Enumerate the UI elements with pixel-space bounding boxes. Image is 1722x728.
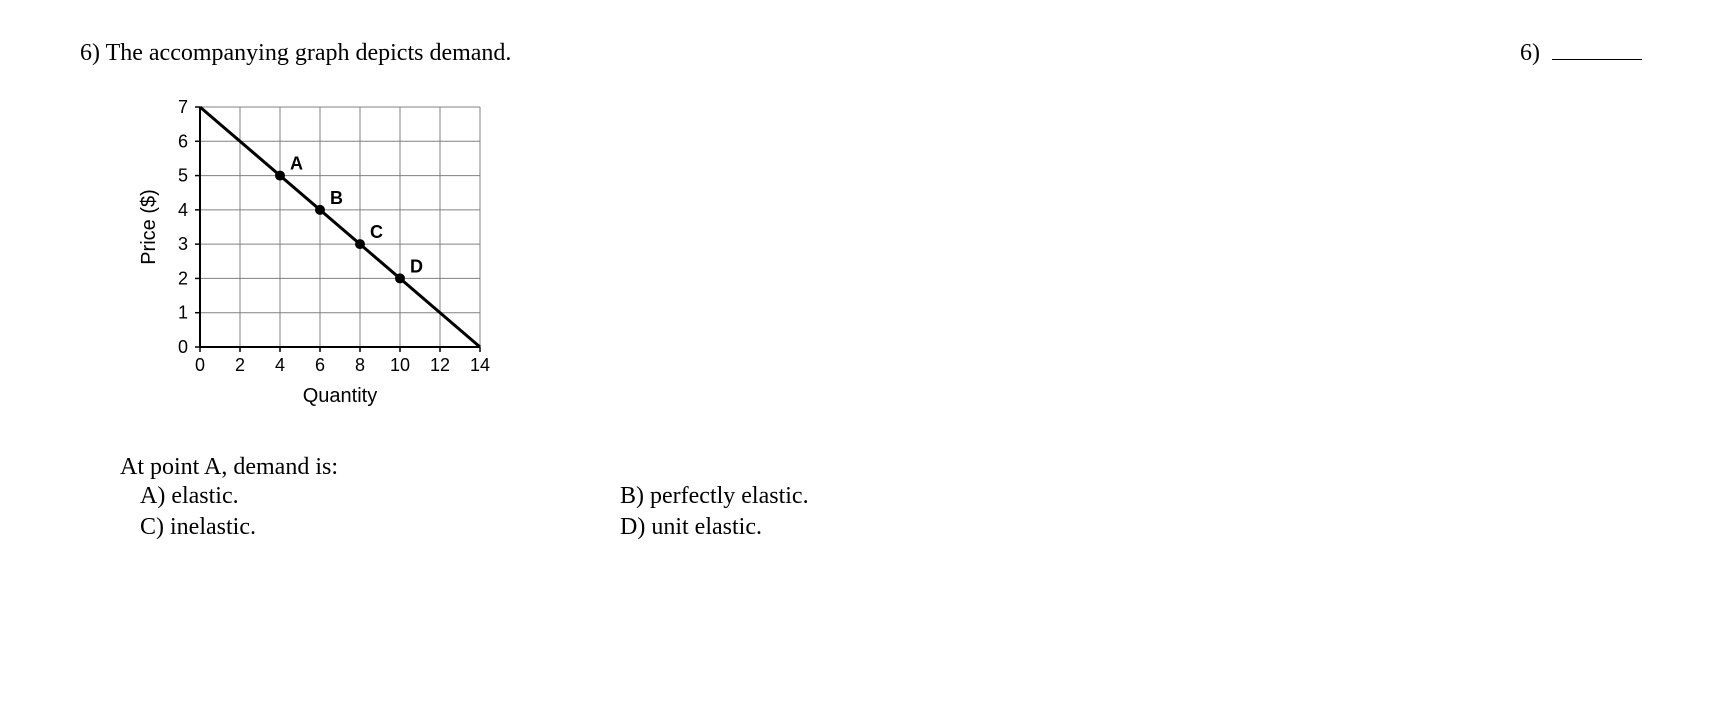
svg-text:0: 0	[195, 355, 205, 375]
svg-text:7: 7	[178, 97, 188, 117]
svg-text:B: B	[330, 188, 343, 208]
chart-svg: ABCD0246810121401234567QuantityPrice ($)	[130, 97, 490, 417]
svg-text:1: 1	[178, 303, 188, 323]
svg-text:Quantity: Quantity	[303, 385, 377, 407]
svg-text:2: 2	[235, 355, 245, 375]
svg-text:3: 3	[178, 234, 188, 254]
choices-grid: A) elastic. B) perfectly elastic. C) ine…	[140, 483, 1642, 541]
svg-text:D: D	[410, 256, 423, 276]
choice-d: D) unit elastic.	[620, 514, 1642, 541]
sub-question-prompt: At point A, demand is:	[120, 454, 1642, 481]
svg-text:0: 0	[178, 337, 188, 357]
choice-c-text: inelastic.	[170, 514, 256, 540]
svg-text:5: 5	[178, 166, 188, 186]
sub-question: At point A, demand is: A) elastic. B) pe…	[120, 454, 1642, 541]
question-prompt-line: 6) The accompanying graph depicts demand…	[80, 40, 1480, 67]
choice-d-label: D)	[620, 514, 645, 540]
demand-chart: ABCD0246810121401234567QuantityPrice ($)	[130, 97, 1642, 424]
choice-b-text: perfectly elastic.	[650, 483, 809, 509]
svg-text:6: 6	[178, 131, 188, 151]
answer-ref-number: 6)	[1520, 40, 1540, 66]
svg-text:A: A	[290, 154, 303, 174]
choice-c-label: C)	[140, 514, 164, 540]
choice-c: C) inelastic.	[140, 514, 600, 541]
choice-d-text: unit elastic.	[651, 514, 762, 540]
svg-text:4: 4	[275, 355, 285, 375]
choice-a-label: A)	[140, 483, 165, 509]
svg-text:C: C	[370, 222, 383, 242]
svg-text:4: 4	[178, 200, 188, 220]
choice-b-label: B)	[620, 483, 644, 509]
svg-text:14: 14	[470, 355, 490, 375]
question-prompt: The accompanying graph depicts demand.	[106, 40, 512, 66]
choice-a: A) elastic.	[140, 483, 600, 510]
svg-text:8: 8	[355, 355, 365, 375]
choice-b: B) perfectly elastic.	[620, 483, 1642, 510]
svg-text:10: 10	[390, 355, 410, 375]
answer-blank-line	[1552, 59, 1642, 60]
choice-a-text: elastic.	[171, 483, 238, 509]
question-header: 6) The accompanying graph depicts demand…	[80, 40, 1642, 67]
svg-text:6: 6	[315, 355, 325, 375]
svg-text:12: 12	[430, 355, 450, 375]
svg-text:2: 2	[178, 268, 188, 288]
question-number: 6)	[80, 40, 100, 66]
svg-text:Price ($): Price ($)	[138, 189, 160, 265]
answer-blank-area: 6)	[1520, 40, 1642, 67]
